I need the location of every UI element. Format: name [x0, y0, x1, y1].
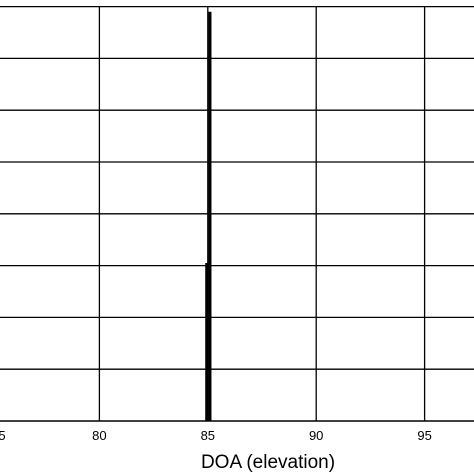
x-axis-title: DOA (elevation) — [201, 452, 335, 473]
x-tick-label-4: 95 — [417, 428, 431, 443]
x-tick-labels: 5 80 85 90 95 — [0, 428, 432, 443]
bars-layer — [205, 11, 212, 422]
x-tick-label-1: 80 — [92, 428, 106, 443]
x-tick-label-0: 5 — [0, 428, 6, 443]
grid-layer — [0, 5, 474, 422]
bar-0-1 — [208, 11, 212, 422]
bar-0-0 — [205, 263, 209, 421]
x-tick-label-2: 85 — [201, 428, 215, 443]
x-tick-label-3: 90 — [309, 428, 323, 443]
